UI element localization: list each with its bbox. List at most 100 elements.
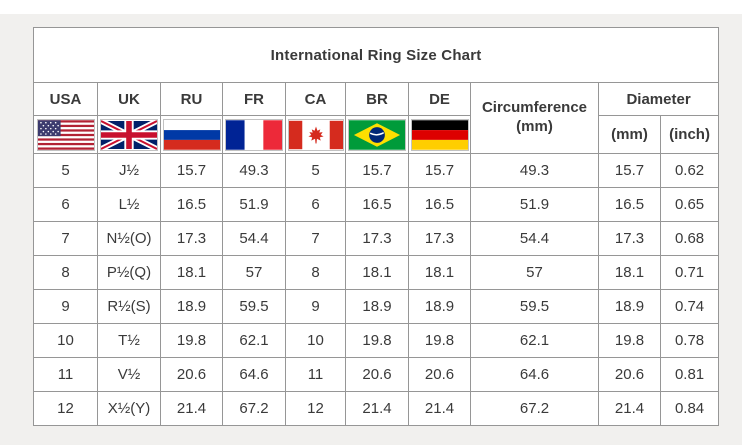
cell-diameter-inch: 0.78 — [659, 323, 720, 358]
cell-fr: 51.9 — [222, 187, 286, 222]
cell-ca: 9 — [285, 289, 346, 324]
usa-flag-icon — [37, 119, 94, 150]
cell-ca: 5 — [285, 153, 346, 188]
cell-br: 19.8 — [345, 323, 409, 358]
cell-usa: 10 — [33, 323, 98, 358]
table-row: 5 J½ 15.7 49.3 5 15.7 15.7 49.3 15.7 0.62 — [33, 153, 720, 188]
cell-ca: 11 — [285, 357, 346, 392]
cell-diameter-inch: 0.65 — [659, 187, 720, 222]
cell-de: 18.1 — [408, 255, 471, 290]
cell-diameter-mm: 21.4 — [598, 391, 661, 426]
cell-fr: 49.3 — [222, 153, 286, 188]
cell-usa: 5 — [33, 153, 98, 188]
col-header-diameter: Diameter — [597, 82, 720, 116]
country-codes-row: USA UK RU FR CA BR DE Circumference (mm)… — [33, 82, 720, 154]
russia-flag-icon — [164, 119, 220, 150]
cell-usa: 8 — [33, 255, 98, 290]
table-row: 11 V½ 20.6 64.6 11 20.6 20.6 64.6 20.6 0.81 — [33, 357, 720, 392]
cell-diameter-inch: 0.74 — [659, 289, 720, 324]
table-row: 8 P½(Q) 18.1 57 8 18.1 18.1 57 18.1 0.71 — [33, 255, 720, 290]
cell-de: 21.4 — [408, 391, 471, 426]
cell-br: 16.5 — [345, 187, 409, 222]
cell-br: 21.4 — [345, 391, 409, 426]
cell-circumference-mm: 49.3 — [470, 153, 599, 188]
canada-flag-icon — [289, 120, 343, 149]
cell-circumference-mm: 67.2 — [470, 391, 599, 426]
cell-fr: 54.4 — [222, 221, 286, 256]
cell-fr: 59.5 — [222, 289, 286, 324]
flag-cell-br — [345, 115, 409, 154]
page-title: International Ring Size Chart — [32, 27, 720, 83]
cell-diameter-inch: 0.68 — [659, 221, 720, 256]
cell-uk: P½(Q) — [97, 255, 161, 290]
table-row: 6 L½ 16.5 51.9 6 16.5 16.5 51.9 16.5 0.65 — [33, 187, 720, 222]
cell-uk: X½(Y) — [97, 391, 161, 426]
cell-ca: 7 — [285, 221, 346, 256]
title-row: International Ring Size Chart — [32, 27, 720, 83]
cell-br: 17.3 — [345, 221, 409, 256]
cell-usa: 12 — [33, 391, 98, 426]
cell-ru: 18.9 — [160, 289, 223, 324]
cell-diameter-inch: 0.62 — [659, 153, 720, 188]
col-header-ru: RU — [160, 82, 223, 116]
cell-diameter-mm: 17.3 — [598, 221, 661, 256]
uk-flag-icon — [101, 119, 157, 150]
cell-ca: 12 — [285, 391, 346, 426]
cell-circumference-mm: 59.5 — [470, 289, 599, 324]
col-header-ca: CA — [285, 82, 346, 116]
cell-ru: 20.6 — [160, 357, 223, 392]
germany-flag-icon — [412, 119, 468, 150]
ring-size-table-body: 5 J½ 15.7 49.3 5 15.7 15.7 49.3 15.7 0.62 6 L½ 16.5 5… — [33, 153, 720, 426]
cell-ca: 8 — [285, 255, 346, 290]
cell-circumference-mm: 57 — [470, 255, 599, 290]
cell-br: 18.1 — [345, 255, 409, 290]
cell-diameter-inch: 0.71 — [659, 255, 720, 290]
circumference-label: Circumference — [481, 99, 588, 117]
cell-diameter-mm: 20.6 — [598, 357, 661, 392]
cell-de: 18.9 — [408, 289, 471, 324]
cell-diameter-mm: 16.5 — [598, 187, 661, 222]
cell-de: 19.8 — [408, 323, 471, 358]
cell-usa: 7 — [33, 221, 98, 256]
cell-diameter-inch: 0.81 — [659, 357, 720, 392]
cell-uk: T½ — [97, 323, 161, 358]
table-row: 7 N½(O) 17.3 54.4 7 17.3 17.3 54.4 17.3 0.68 — [33, 221, 720, 256]
cell-ca: 6 — [285, 187, 346, 222]
flag-cell-uk — [97, 115, 161, 154]
cell-ru: 15.7 — [160, 153, 223, 188]
col-header-uk: UK — [97, 82, 161, 116]
france-flag-icon — [226, 119, 282, 150]
flags-row: (mm) (inch) — [33, 115, 720, 154]
ring-size-chart-table: International Ring Size Chart USA UK RU … — [32, 27, 720, 426]
col-header-br: BR — [345, 82, 409, 116]
flag-cell-fr — [222, 115, 286, 154]
cell-br: 18.9 — [345, 289, 409, 324]
cell-br: 20.6 — [345, 357, 409, 392]
cell-de: 20.6 — [408, 357, 471, 392]
cell-uk: V½ — [97, 357, 161, 392]
page-top-strip — [0, 0, 742, 14]
flag-cell-de — [408, 115, 471, 154]
cell-ru: 18.1 — [160, 255, 223, 290]
cell-fr: 62.1 — [222, 323, 286, 358]
cell-diameter-mm: 19.8 — [598, 323, 661, 358]
cell-ru: 19.8 — [160, 323, 223, 358]
col-header-de: DE — [408, 82, 471, 116]
col-header-diameter-mm: (mm) — [598, 115, 661, 154]
cell-diameter-mm: 18.9 — [598, 289, 661, 324]
cell-ru: 21.4 — [160, 391, 223, 426]
cell-de: 16.5 — [408, 187, 471, 222]
brazil-flag-icon — [349, 119, 405, 150]
cell-de: 15.7 — [408, 153, 471, 188]
cell-de: 17.3 — [408, 221, 471, 256]
cell-uk: J½ — [97, 153, 161, 188]
cell-circumference-mm: 64.6 — [470, 357, 599, 392]
table-row: 9 R½(S) 18.9 59.5 9 18.9 18.9 59.5 18.9 0.74 — [33, 289, 720, 324]
cell-fr: 64.6 — [222, 357, 286, 392]
cell-diameter-inch: 0.84 — [659, 391, 720, 426]
cell-usa: 11 — [33, 357, 98, 392]
col-header-diameter-inch: (inch) — [659, 115, 720, 154]
cell-usa: 9 — [33, 289, 98, 324]
cell-uk: N½(O) — [97, 221, 161, 256]
cell-uk: R½(S) — [97, 289, 161, 324]
